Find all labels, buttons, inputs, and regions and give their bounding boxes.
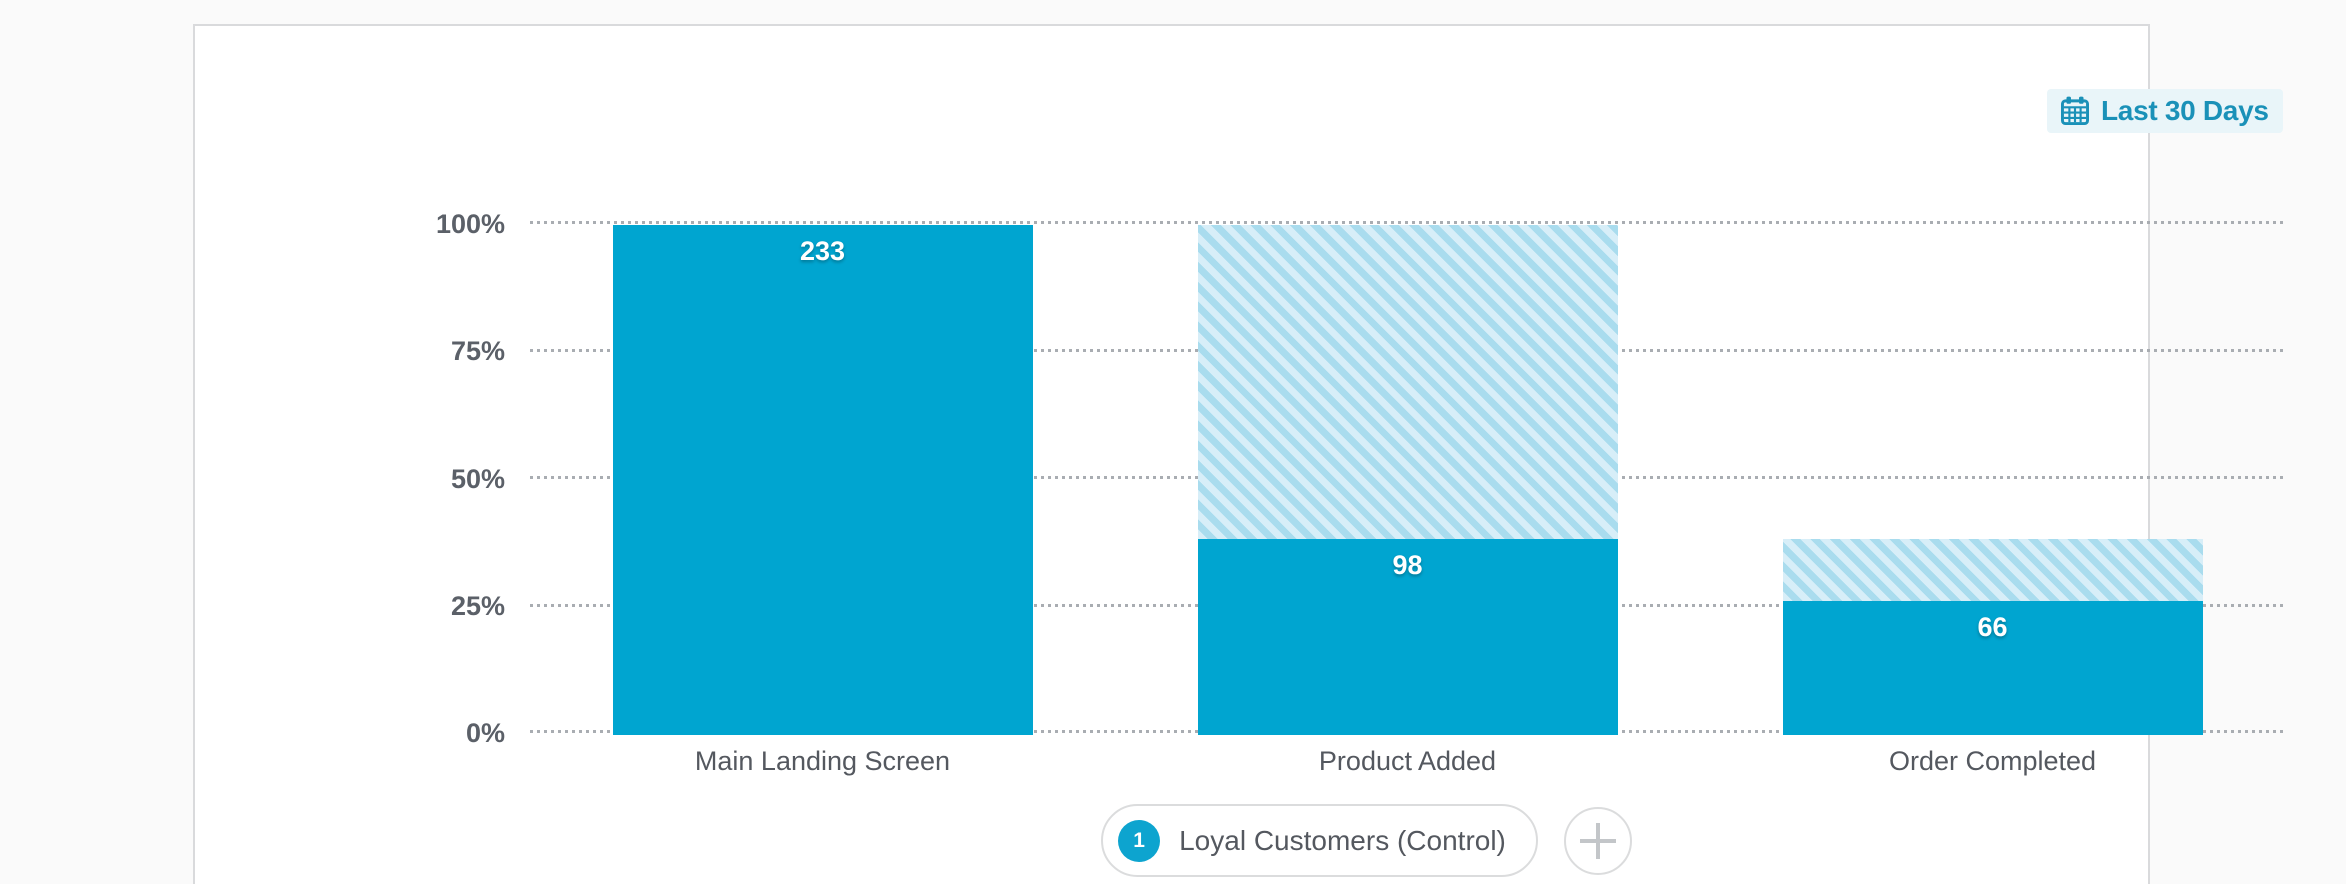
plus-icon [1579,822,1616,859]
funnel-report-card: Last 30 Days 100% 75% 50% 25% 0% 233 98 [193,24,2285,884]
funnel-bar-solid[interactable] [612,225,1033,735]
funnel-plot-area: 233 98 66 [530,221,2285,735]
gridline-100 [530,221,2285,224]
funnel-step-product-added: 98 [1115,222,1700,735]
y-tick-50: 50% [450,464,505,494]
add-series-button[interactable] [1563,806,1632,875]
bar-value-label: 66 [1977,611,2008,642]
calendar-icon [2059,95,2091,127]
funnel-bar-hatch [1782,539,2203,601]
x-label-order-completed: Order Completed [1888,746,2097,776]
y-tick-100: 100% [435,209,505,239]
x-label-main-landing-screen: Main Landing Screen [694,746,951,776]
legend-row: 1 Loyal Customers (Control) [388,804,2345,877]
bar-value-label: 98 [1392,550,1423,581]
legend-series-pill[interactable]: 1 Loyal Customers (Control) [1101,804,1538,877]
x-label-product-added: Product Added [1318,746,1497,776]
funnel-step-order-completed: 66 [1700,222,2285,735]
funnel-bar-solid[interactable] [1782,600,2203,735]
y-tick-25: 25% [450,591,505,621]
y-tick-75: 75% [450,336,505,366]
series-number-badge: 1 [1118,819,1161,862]
funnel-bar-solid[interactable] [1197,539,1618,735]
funnel-step-main-landing-screen: 233 [530,222,1115,735]
funnel-bar-hatch [1197,225,1618,540]
bar-value-label: 233 [799,236,846,266]
date-range-button[interactable]: Last 30 Days [2047,89,2283,133]
y-tick-0: 0% [465,718,505,748]
date-range-label: Last 30 Days [2101,95,2269,126]
series-name-label: Loyal Customers (Control) [1179,824,1506,856]
